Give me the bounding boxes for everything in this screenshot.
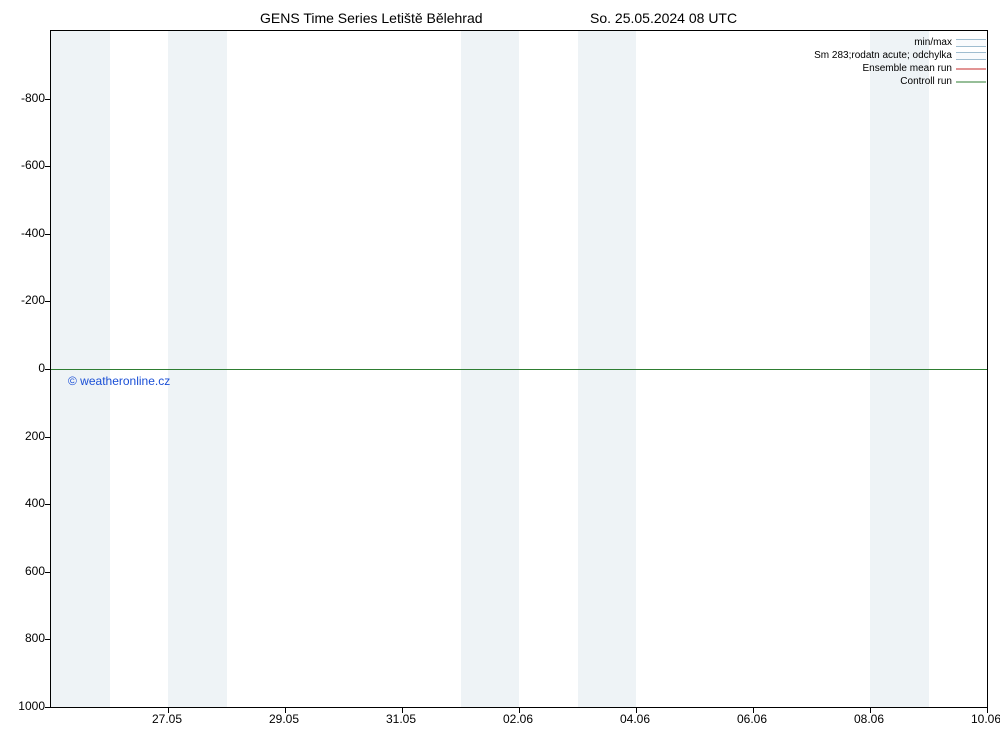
y-tick-label: 0 [38,361,45,375]
x-tick-label: 02.06 [503,712,533,726]
legend-item: Sm 283;rodatn acute; odchylka [814,49,986,62]
x-tick-label: 04.06 [620,712,650,726]
legend-label: Ensemble mean run [863,62,953,75]
y-tick-mark [45,707,51,708]
legend-swatch [956,52,986,60]
x-tick-label: 31.05 [386,712,416,726]
legend-item: Controll run [814,75,986,88]
chart-container: GENS Time Series Letiště Bělehrad So. 25… [0,0,1000,733]
y-tick-mark [45,99,51,100]
legend-label: Controll run [900,75,952,88]
watermark: © weatheronline.cz [68,374,170,388]
y-tick-mark [45,369,51,370]
y-tick-mark [45,301,51,302]
y-tick-label: 1000 [18,699,45,713]
y-tick-label: -200 [21,293,45,307]
x-tick-label: 27.05 [152,712,182,726]
chart-title-left: GENS Time Series Letiště Bělehrad [260,10,483,26]
legend-label: Sm 283;rodatn acute; odchylka [814,49,952,62]
x-tick-label: 29.05 [269,712,299,726]
legend-swatch [956,65,986,73]
y-tick-label: 200 [25,429,45,443]
y-tick-label: -600 [21,158,45,172]
x-tick-label: 08.06 [854,712,884,726]
x-tick-label: 10.06 [971,712,1000,726]
x-tick-label: 06.06 [737,712,767,726]
y-tick-mark [45,437,51,438]
y-tick-mark [45,572,51,573]
legend-item: min/max [814,36,986,49]
y-tick-mark [45,504,51,505]
y-tick-label: -400 [21,226,45,240]
y-tick-mark [45,166,51,167]
y-tick-label: 800 [25,631,45,645]
y-tick-label: 400 [25,496,45,510]
legend-label: min/max [914,36,952,49]
y-tick-mark [45,639,51,640]
legend-swatch [956,78,986,86]
y-tick-label: 600 [25,564,45,578]
legend: min/maxSm 283;rodatn acute; odchylkaEnse… [814,36,986,88]
plot-area [50,30,988,708]
legend-swatch [956,39,986,47]
chart-title-right: So. 25.05.2024 08 UTC [590,10,737,26]
y-tick-mark [45,234,51,235]
controll-run-line [51,369,987,370]
y-tick-label: -800 [21,91,45,105]
legend-item: Ensemble mean run [814,62,986,75]
